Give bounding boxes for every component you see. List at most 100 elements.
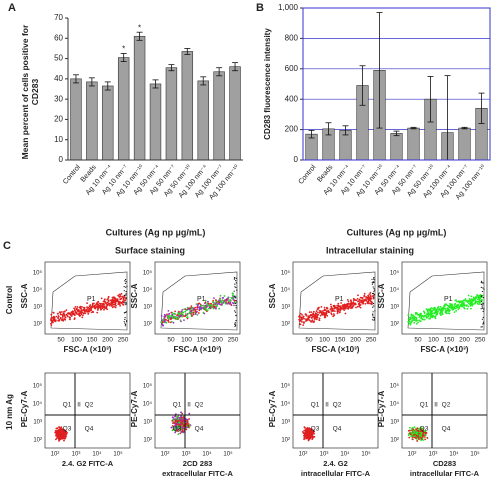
x-axis-label: FSC-A (×10³) (174, 345, 222, 354)
y-axis-label: SSC-A (20, 283, 29, 308)
y-tick-label: 10³ (390, 305, 399, 311)
quadrant-label: Q4 (195, 426, 204, 433)
event-dot (66, 431, 68, 434)
event-dot (358, 300, 360, 302)
event-dot (184, 310, 187, 313)
event-dot (180, 310, 183, 313)
event-dot (305, 318, 307, 321)
event-dot (125, 293, 127, 295)
event-dot (465, 299, 468, 302)
event-dot (349, 305, 351, 307)
event-dot (356, 305, 359, 308)
event-dot (72, 312, 75, 315)
event-dot (476, 294, 479, 297)
event-dot (300, 318, 303, 320)
event-dot (185, 418, 188, 421)
event-dot (111, 300, 113, 302)
event-dot (422, 427, 425, 430)
event-dot (466, 307, 469, 310)
error-bar (216, 67, 223, 77)
event-dot (316, 316, 318, 319)
event-dot (299, 323, 301, 326)
event-dot (216, 304, 219, 307)
event-dot (475, 296, 477, 298)
x-tick-label: 10³ (182, 452, 191, 458)
event-dot (408, 429, 411, 432)
event-dot (234, 325, 236, 327)
x-tick-label: 10² (51, 452, 60, 458)
event-dot (160, 315, 163, 317)
y-tick-label: 10² (390, 438, 399, 444)
event-dot (180, 411, 182, 414)
event-dot (474, 301, 477, 303)
x-tick-label: 200 (350, 337, 361, 344)
event-dot (357, 294, 359, 297)
event-dot (218, 301, 221, 303)
event-dot (441, 310, 444, 312)
event-dot (323, 316, 326, 319)
event-dot (59, 313, 62, 316)
event-dot (230, 296, 233, 299)
event-dot (460, 301, 462, 303)
event-dot (58, 319, 61, 321)
x-axis-label: Cultures (Ag np µg/mL) (347, 227, 447, 237)
event-dot (189, 307, 192, 309)
error-bar (478, 92, 485, 124)
event-dot (122, 303, 124, 306)
event-dot (449, 302, 451, 305)
event-dot (408, 320, 411, 323)
event-dot (234, 277, 236, 279)
x-tick-label: 10⁵ (113, 451, 123, 458)
event-dot (117, 303, 120, 306)
x-tick-label: 250 (228, 337, 239, 344)
quadrant-label: Q4 (85, 426, 94, 433)
event-dot (99, 305, 102, 308)
event-dot (171, 317, 174, 320)
event-dot (351, 302, 353, 305)
y-axis-label: SSC-A (268, 283, 277, 308)
event-dot (372, 313, 374, 315)
event-dot (55, 430, 58, 433)
event-dot (422, 439, 425, 441)
event-dot (234, 295, 236, 297)
y-tick-label: 10⁵ (390, 270, 400, 277)
event-dot (205, 304, 208, 307)
quadrant-label: Q4 (333, 426, 342, 433)
event-dot (320, 306, 323, 308)
y-label-box: Mean percent of cells positive for CD283 (20, 25, 40, 160)
event-dot (372, 292, 375, 294)
event-dot (171, 429, 174, 432)
x-axis-label: FSC-A (×10³) (421, 345, 469, 354)
event-dot (212, 305, 215, 308)
event-dot (118, 295, 121, 298)
error-bar (359, 65, 366, 106)
event-dot (447, 312, 450, 315)
x-tick-label: 10³ (72, 452, 81, 458)
event-dot (123, 302, 126, 304)
event-dot (65, 309, 68, 312)
event-dot (232, 292, 235, 295)
event-dot (123, 290, 125, 292)
event-dot (55, 315, 58, 318)
event-dot (68, 318, 71, 321)
event-dot (234, 323, 236, 325)
event-dot (333, 307, 336, 310)
event-dot (124, 325, 126, 327)
event-dot (69, 316, 71, 319)
event-dot (80, 307, 82, 310)
quadrant-plot (44, 372, 131, 449)
event-dot (226, 302, 229, 305)
gate (298, 271, 376, 331)
event-dot (301, 321, 303, 323)
event-dot (363, 292, 366, 295)
event-dot (164, 318, 167, 321)
event-dot (347, 300, 350, 303)
y-tick-label: 60 (54, 33, 63, 42)
event-dot (174, 431, 177, 434)
event-dot (480, 300, 482, 302)
event-dot (313, 317, 315, 319)
event-dot (448, 305, 451, 308)
event-dot (480, 286, 482, 288)
event-dot (410, 320, 413, 323)
